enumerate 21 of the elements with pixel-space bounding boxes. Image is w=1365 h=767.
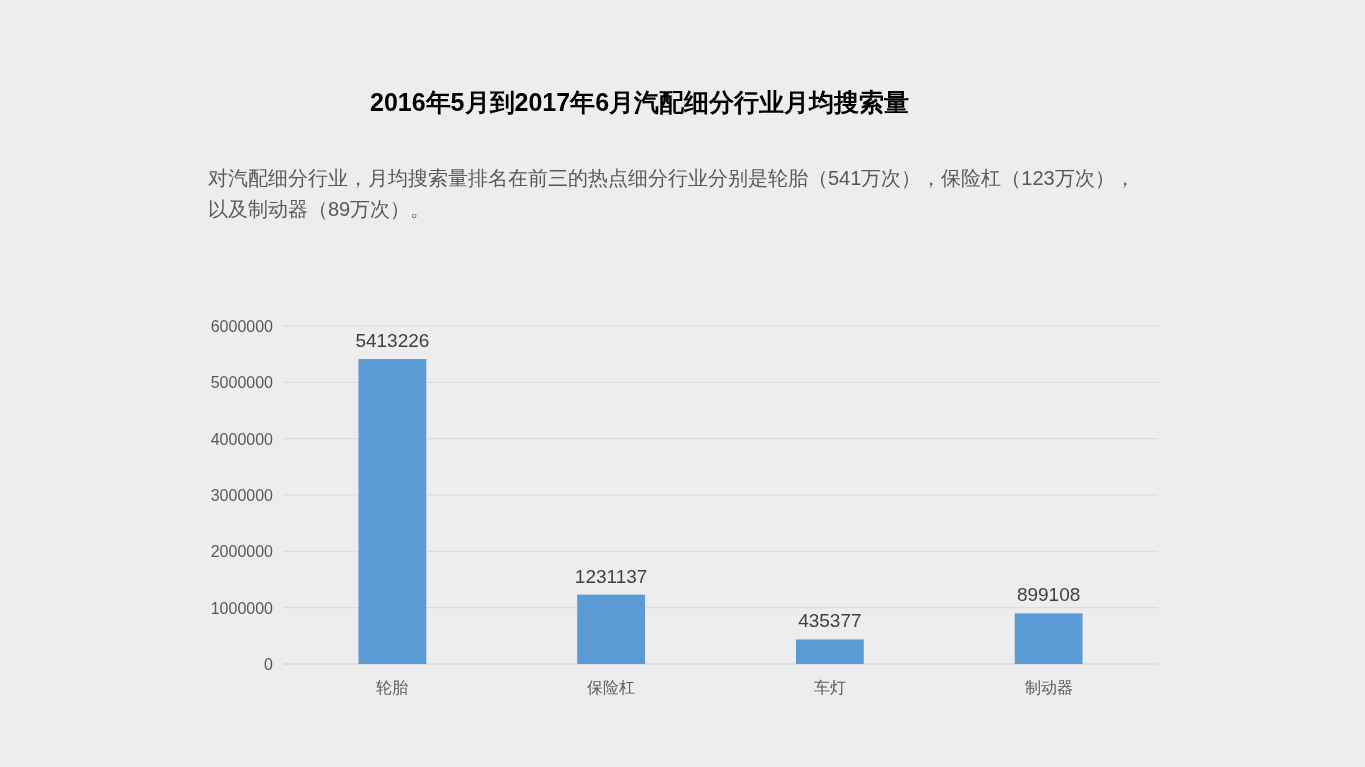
chart-title: 2016年5月到2017年6月汽配细分行业月均搜索量 [370,87,910,118]
x-tick-label: 轮胎 [376,679,409,696]
x-tick-label: 保险杠 [587,679,636,696]
data-label: 899108 [1016,584,1081,606]
y-tick-label: 3000000 [210,487,274,504]
bar [1014,613,1083,664]
y-tick-label: 4000000 [210,430,274,448]
y-tick-label: 5000000 [210,374,274,392]
bar [358,359,427,664]
y-tick-label: 6000000 [210,318,274,335]
data-label: 1231137 [574,565,648,587]
data-label: 5413226 [355,330,430,352]
y-tick-label: 2000000 [210,543,274,561]
chart-subtitle: 对汽配细分行业，月均搜索量排名在前三的热点细分行业分别是轮胎（541万次），保险杠（123万次），以及制动器（89万次）。 [208,166,1136,222]
y-tick-label: 0 [264,656,274,673]
x-tick-label: 车灯 [813,679,846,696]
x-tick-label: 制动器 [1024,679,1073,696]
data-label: 435377 [798,610,862,632]
y-tick-label: 1000000 [210,599,274,617]
bar [577,594,646,664]
bar [795,639,864,664]
